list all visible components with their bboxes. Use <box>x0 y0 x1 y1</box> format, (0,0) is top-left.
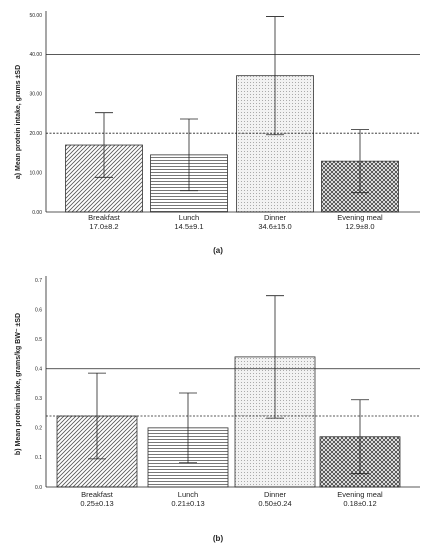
error-bar <box>95 112 113 178</box>
y-tick-labels: 0.0 0.1 0.2 0.3 0.4 0.5 0.6 0.7 <box>35 278 42 491</box>
error-bar <box>179 392 197 464</box>
category-labels: Breakfast0.25±0.13Lunch0.21±0.13Dinner0.… <box>80 490 383 508</box>
y-tick-label: 0.5 <box>35 337 42 343</box>
y-tick-label: 0.2 <box>35 426 42 432</box>
error-bar <box>351 129 369 194</box>
plot-area <box>45 11 420 213</box>
chart-panel-b: b) Mean protein intake, grams/kg BW⁻ ±SD… <box>15 276 420 543</box>
panel-label: (a) <box>213 246 223 255</box>
category-label: Lunch <box>179 213 199 222</box>
value-label: 0.18±0.12 <box>343 499 376 508</box>
y-tick-label: 40.00 <box>29 52 42 58</box>
category-label: Dinner <box>264 213 287 222</box>
value-label: 12.9±8.0 <box>345 222 374 231</box>
y-tick-label: 0.3 <box>35 396 42 402</box>
value-label: 0.25±0.13 <box>80 499 113 508</box>
y-axis-label: b) Mean protein intake, grams/kg BW⁻ ±SD <box>15 313 22 455</box>
y-axis-label: a) Mean protein intake, grams ±SD <box>15 65 22 179</box>
category-label: Dinner <box>264 490 287 499</box>
category-label: Evening meal <box>337 213 383 222</box>
y-tick-label: 0.4 <box>35 367 42 373</box>
value-label: 0.21±0.13 <box>171 499 204 508</box>
value-label: 0.50±0.24 <box>258 499 291 508</box>
y-tick-label: 0.00 <box>32 210 42 216</box>
y-tick-label: 30.00 <box>29 92 42 98</box>
category-label: Evening meal <box>337 490 383 499</box>
y-tick-label: 10.00 <box>29 170 42 176</box>
error-bar <box>88 372 106 460</box>
error-bar <box>351 399 369 475</box>
category-label: Breakfast <box>81 490 114 499</box>
y-tick-label: 0.1 <box>35 455 42 461</box>
error-bar <box>266 295 284 419</box>
error-bar <box>266 16 284 136</box>
y-tick-labels: 0.00 10.00 20.00 30.00 40.00 50.00 <box>29 13 42 216</box>
chart-panel-a: a) Mean protein intake, grams ±SD 0.00 10… <box>15 11 420 255</box>
value-label: 17.0±8.2 <box>89 222 118 231</box>
y-tick-label: 20.00 <box>29 131 42 137</box>
category-label: Breakfast <box>88 213 121 222</box>
error-bar <box>180 118 198 192</box>
y-tick-label: 50.00 <box>29 13 42 19</box>
plot-area <box>45 276 420 488</box>
panel-label: (b) <box>213 534 224 543</box>
y-tick-label: 0.7 <box>35 278 42 284</box>
y-tick-label: 0.6 <box>35 307 42 313</box>
y-tick-label: 0.0 <box>35 485 42 491</box>
value-label: 34.6±15.0 <box>258 222 291 231</box>
value-label: 14.5±9.1 <box>174 222 203 231</box>
category-label: Lunch <box>178 490 198 499</box>
